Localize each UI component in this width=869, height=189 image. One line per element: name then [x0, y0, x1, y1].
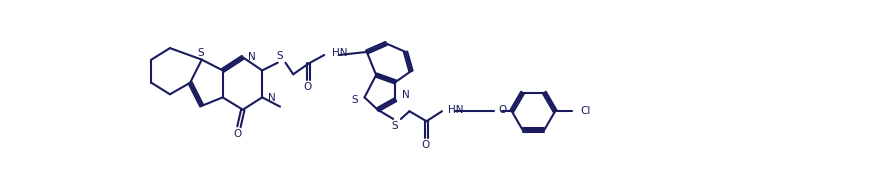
Text: S: S — [275, 51, 282, 61]
Text: N: N — [401, 90, 409, 100]
Text: S: S — [197, 48, 204, 58]
Text: O: O — [303, 82, 312, 92]
Text: O: O — [233, 129, 242, 139]
Text: O: O — [498, 105, 507, 115]
Text: S: S — [391, 121, 398, 131]
Text: HN: HN — [332, 49, 347, 58]
Text: N: N — [248, 52, 255, 62]
Text: N: N — [268, 93, 275, 103]
Text: S: S — [350, 95, 357, 105]
Text: Cl: Cl — [580, 106, 590, 116]
Text: HN: HN — [448, 105, 463, 115]
Text: O: O — [421, 140, 429, 150]
